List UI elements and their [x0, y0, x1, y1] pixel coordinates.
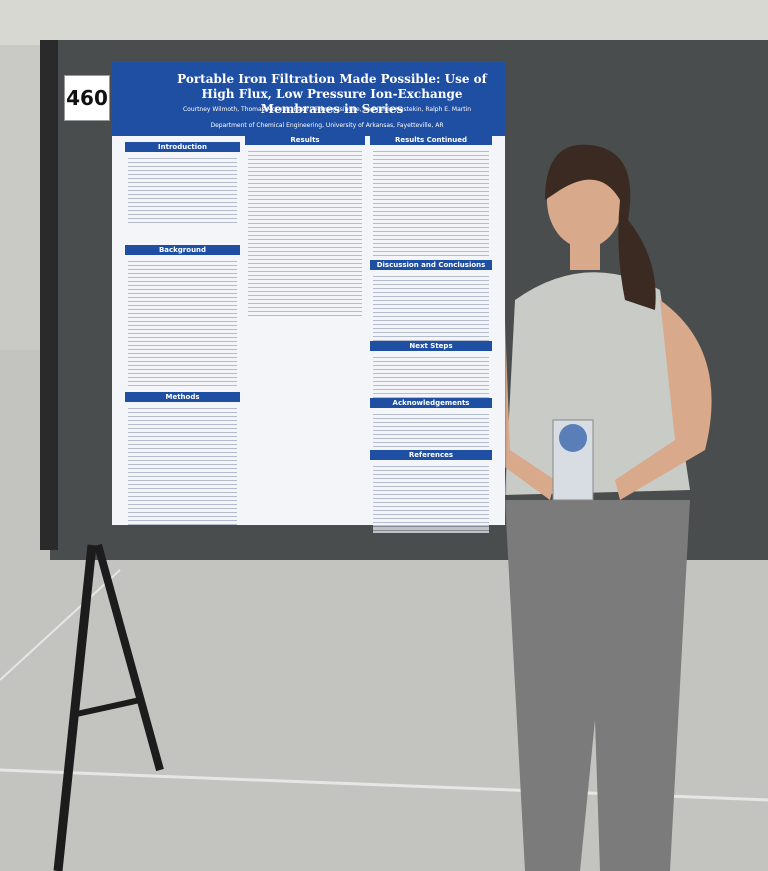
section-heading: Next Steps [370, 341, 492, 351]
section-body [128, 155, 237, 225]
section-body [128, 258, 237, 388]
section-body [128, 405, 237, 525]
floor-line [0, 569, 121, 681]
booth-number: 460 [64, 75, 110, 121]
section-heading: Results [245, 135, 365, 145]
section-heading: Methods [125, 392, 240, 402]
section-body [373, 273, 489, 343]
blouse [505, 272, 690, 495]
wall [0, 0, 768, 45]
hair [545, 144, 656, 310]
easel-leg [94, 543, 164, 772]
poster-header: Portable Iron Filtration Made Possible: … [112, 62, 505, 136]
section-heading: Discussion and Conclusions [370, 260, 492, 270]
section-heading: Results Continued [370, 135, 492, 145]
trousers [505, 500, 690, 871]
section-body [373, 463, 489, 533]
section-heading: Acknowledgements [370, 398, 492, 408]
trophy-emblem [559, 424, 587, 452]
poster-department: Department of Chemical Engineering, Univ… [210, 122, 444, 129]
person [489, 144, 712, 871]
arm [489, 320, 555, 500]
section-body [373, 148, 489, 258]
section-heading: Introduction [125, 142, 240, 152]
poster: Portable Iron Filtration Made Possible: … [112, 62, 505, 533]
poster-title: Portable Iron Filtration Made Possible: … [177, 72, 487, 116]
section-body [248, 148, 362, 318]
easel-leg [53, 544, 97, 871]
section-heading: Background [125, 245, 240, 255]
board-frame [40, 40, 58, 550]
easel-brace [71, 697, 141, 718]
section-heading: References [370, 450, 492, 460]
section-body [373, 411, 489, 451]
arm [615, 300, 712, 500]
poster-authors: Courtney Wilmoth, Thomas McKean, Rasil W… [182, 106, 472, 113]
section-body [373, 354, 489, 399]
